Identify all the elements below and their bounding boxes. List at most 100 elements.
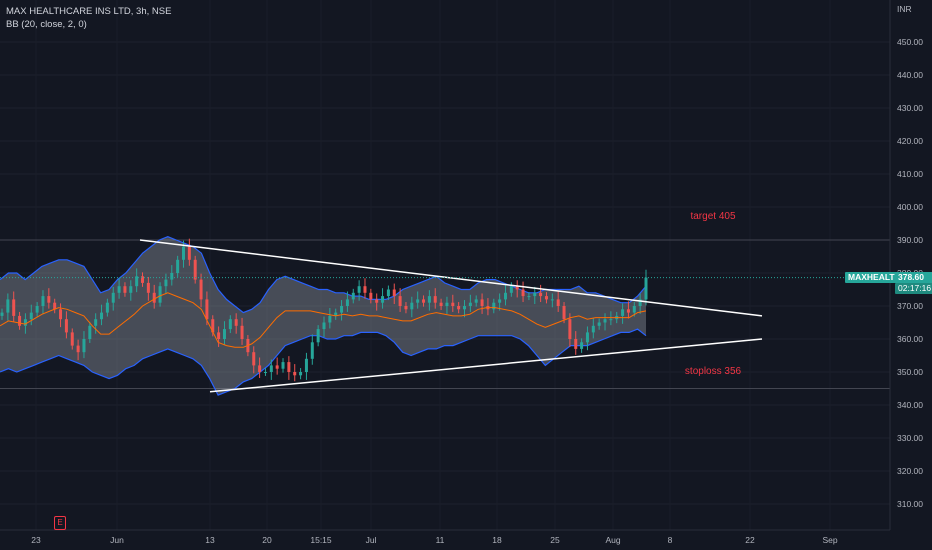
candle [533, 286, 537, 305]
candle [474, 295, 478, 307]
candle [457, 302, 461, 314]
earnings-e-icon[interactable]: E [54, 516, 66, 530]
candle [252, 346, 256, 374]
last-price-badge: 378.60 [895, 272, 932, 283]
candle [422, 295, 426, 307]
candle [275, 357, 279, 375]
candle [328, 307, 332, 329]
x-tick-label: Jul [366, 535, 377, 545]
candle [287, 356, 291, 380]
candle [70, 328, 74, 350]
candle [88, 321, 92, 343]
candle [240, 317, 244, 345]
candle [35, 302, 39, 317]
horizontal-levels [0, 239, 890, 389]
candle [228, 315, 232, 334]
candle [6, 293, 10, 321]
candle [550, 293, 554, 308]
x-tick-label: 8 [668, 535, 673, 545]
y-tick-label: 420.00 [897, 136, 923, 146]
candle [222, 321, 226, 345]
candle [322, 316, 326, 338]
x-tick-label: Sep [822, 535, 837, 545]
x-tick-label: 13 [205, 535, 215, 545]
candle [392, 283, 396, 305]
candle [340, 300, 344, 321]
y-tick-label: 350.00 [897, 367, 923, 377]
legend-bb-indicator[interactable]: BB (20, close, 2, 0) [6, 19, 87, 30]
candle [100, 304, 104, 326]
candle [310, 334, 314, 365]
candle [580, 338, 584, 353]
candles [0, 238, 648, 382]
candle [585, 326, 589, 351]
x-tick-label: 25 [550, 535, 560, 545]
candle [0, 308, 4, 320]
candle [404, 302, 408, 314]
candle [158, 282, 162, 307]
candle [129, 280, 133, 301]
candle [451, 294, 455, 312]
annotation-text[interactable]: stoploss 356 [685, 366, 742, 377]
candle [64, 311, 68, 339]
x-tick-label: 20 [262, 535, 272, 545]
price-axis-unit: INR [897, 4, 912, 14]
x-tick-label: 18 [492, 535, 502, 545]
candle [117, 278, 121, 299]
candle [386, 285, 390, 301]
candle [621, 303, 625, 324]
candle [234, 313, 238, 334]
bollinger-lower-band [0, 328, 647, 396]
x-tick-label: 23 [31, 535, 41, 545]
y-tick-label: 360.00 [897, 334, 923, 344]
candle [556, 291, 560, 312]
symbol-badge: MAXHEALTH [845, 272, 904, 283]
candle [416, 291, 420, 309]
y-tick-label: 330.00 [897, 433, 923, 443]
candle [105, 298, 109, 317]
candle [439, 298, 443, 310]
candle [76, 339, 80, 361]
candle [170, 265, 174, 286]
candle [527, 292, 531, 301]
candle [18, 311, 22, 330]
candle [217, 326, 221, 347]
candle [574, 331, 578, 355]
y-tick-label: 320.00 [897, 466, 923, 476]
candle [263, 368, 267, 376]
candle [152, 284, 156, 309]
candle [345, 291, 349, 312]
y-tick-label: 370.00 [897, 301, 923, 311]
x-tick-label: 11 [436, 535, 445, 545]
candle [544, 292, 548, 304]
candle [123, 282, 127, 297]
candle [94, 313, 98, 334]
candle [304, 352, 308, 380]
candle [82, 331, 86, 359]
candle [498, 293, 502, 311]
chart-annotations[interactable]: target 405 stoploss 356 [685, 211, 742, 377]
candle [427, 290, 431, 311]
candle [363, 278, 367, 299]
annotation-text[interactable]: target 405 [690, 211, 735, 222]
candle [503, 284, 507, 306]
y-tick-label: 450.00 [897, 37, 923, 47]
bar-countdown-badge: 02:17:16 [895, 283, 932, 294]
candle [568, 313, 572, 347]
candle [316, 325, 320, 347]
trendline[interactable] [209, 338, 763, 393]
x-tick-label: Jun [110, 535, 124, 545]
candle [492, 298, 496, 314]
candle [41, 290, 45, 314]
y-tick-label: 400.00 [897, 202, 923, 212]
candle [141, 272, 145, 287]
candle [463, 300, 467, 318]
time-axis[interactable]: 23 Jun 13 20 15:15 Jul 11 18 25 Aug 8 22 Sep [31, 535, 838, 545]
candle [480, 293, 484, 314]
candle [626, 301, 630, 319]
y-tick-label: 310.00 [897, 499, 923, 509]
candle [515, 280, 519, 298]
candle [357, 280, 361, 301]
candle [375, 293, 379, 311]
